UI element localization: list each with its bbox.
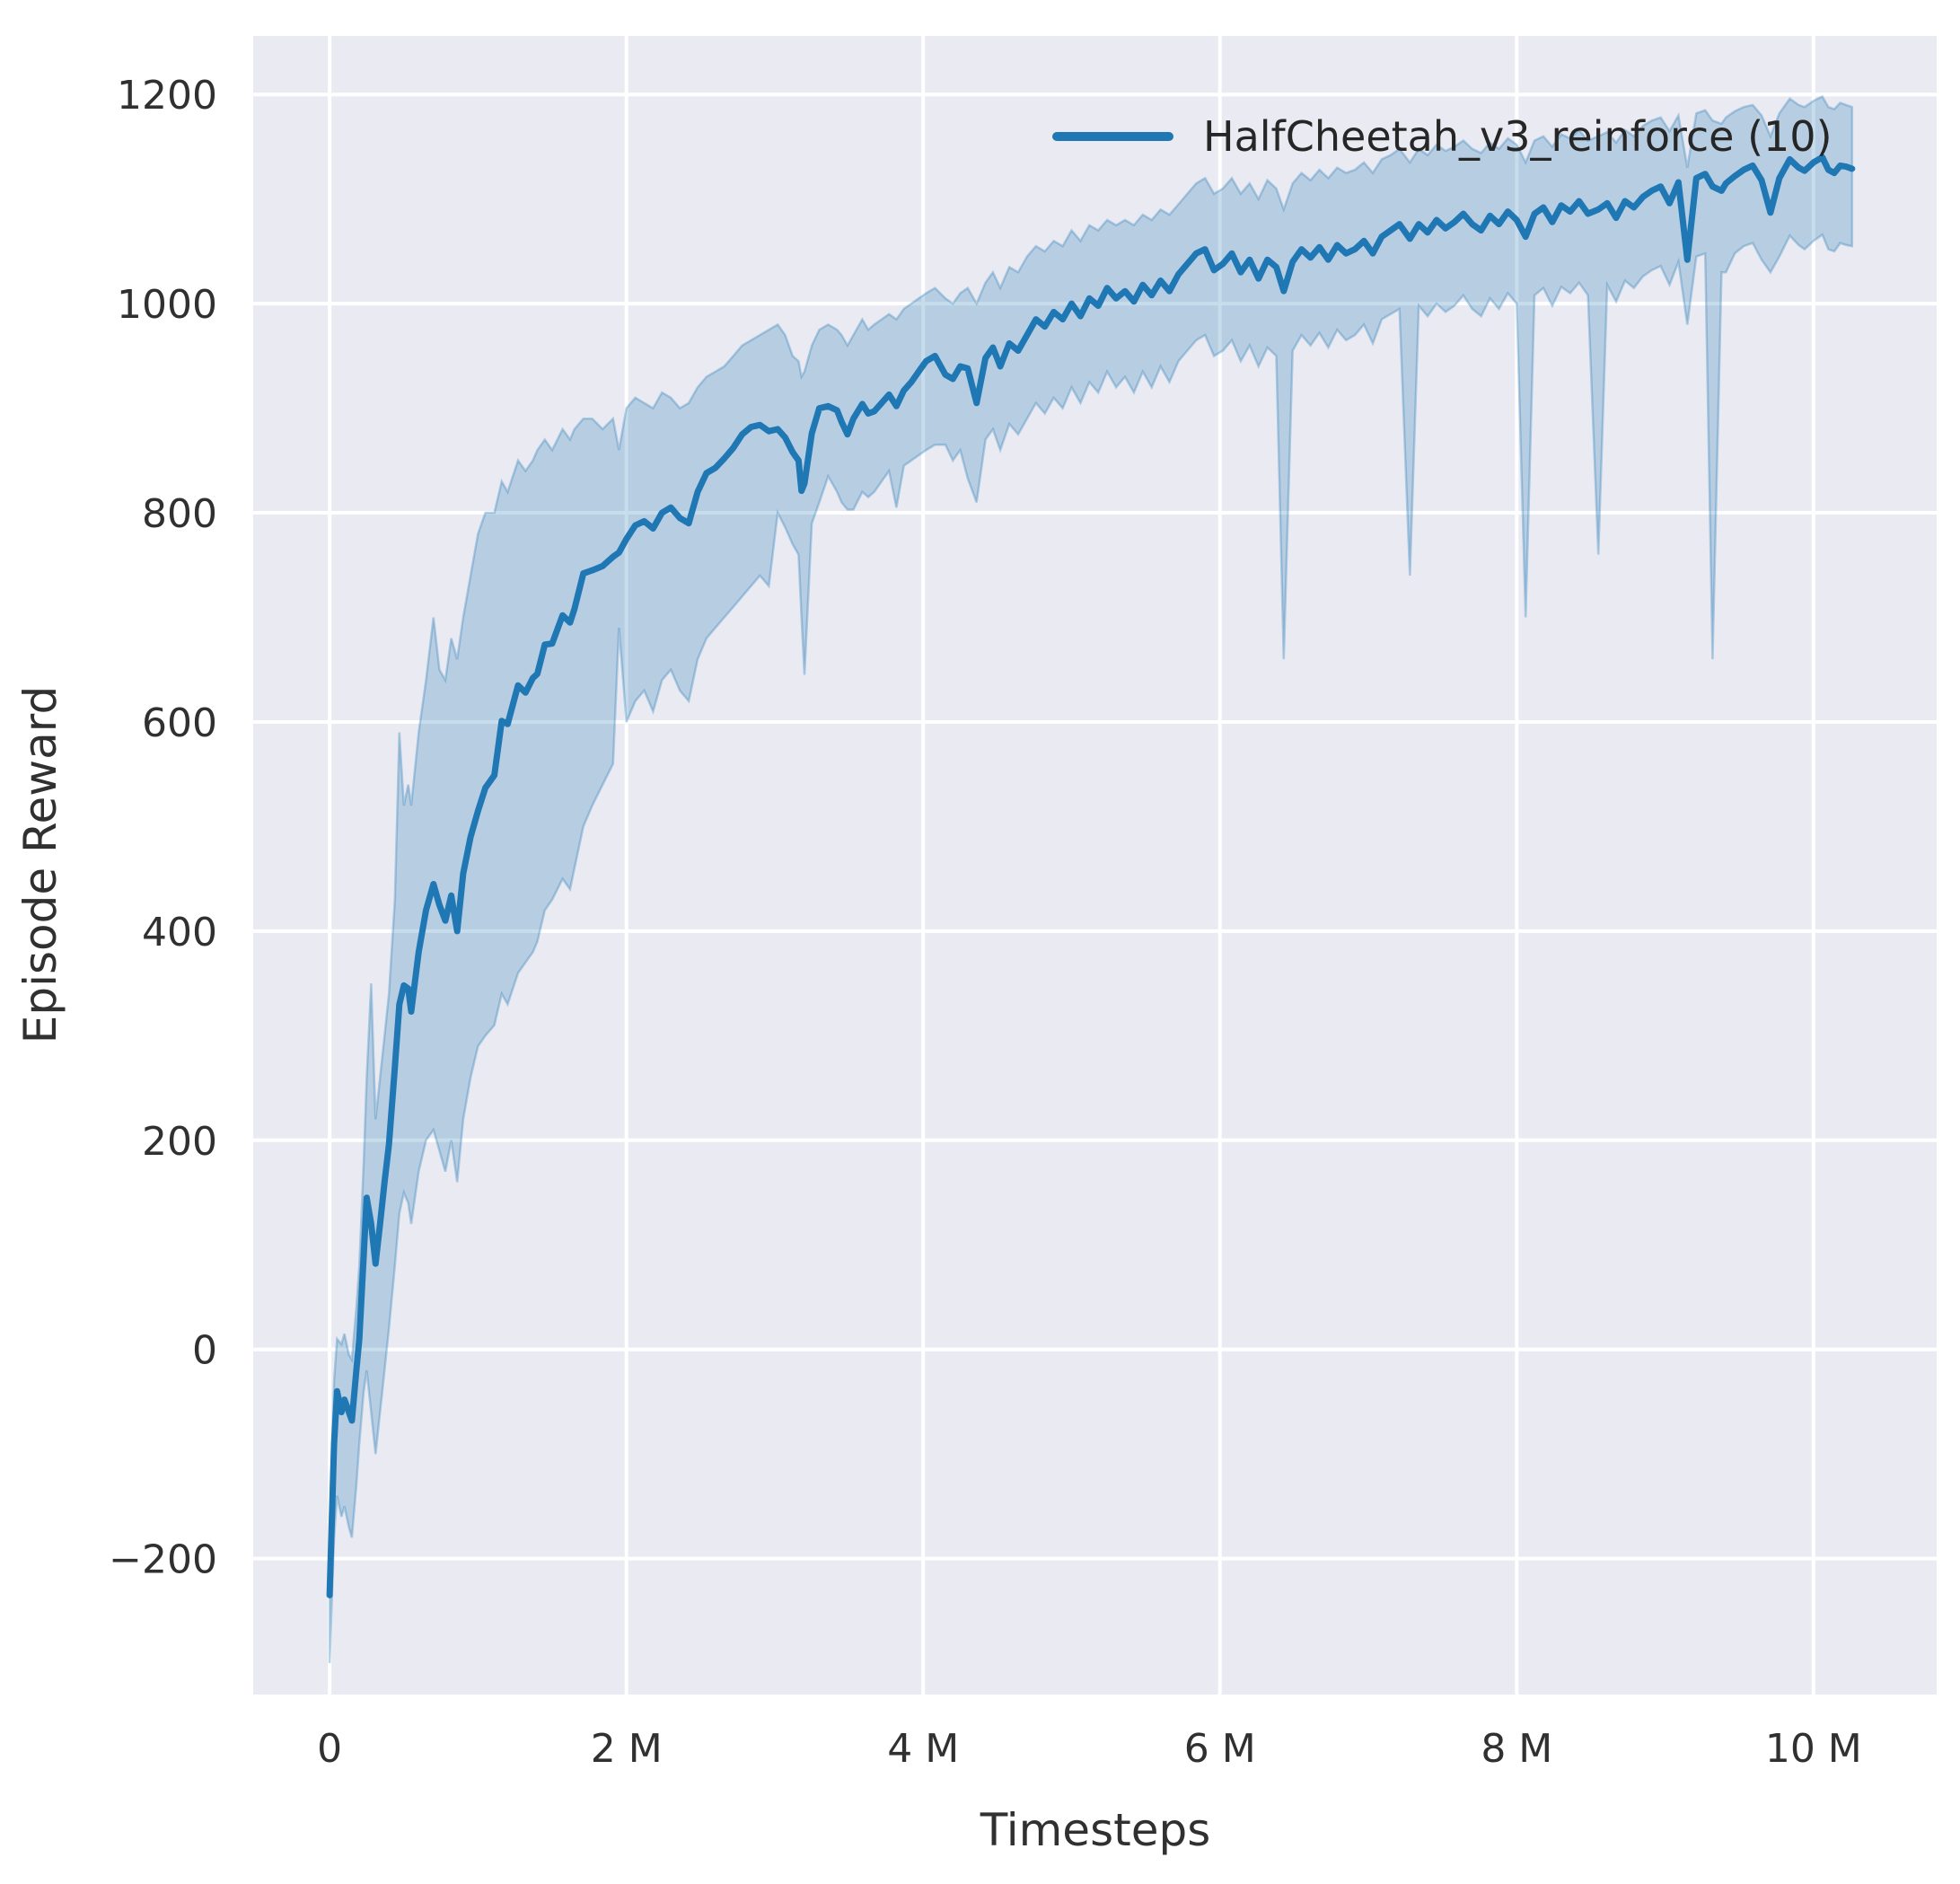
y-tick-label: 800 xyxy=(142,491,217,537)
y-tick-label: 200 xyxy=(142,1119,217,1165)
series-confidence-band xyxy=(328,94,1854,1664)
x-tick-label: 2 M xyxy=(591,1726,663,1772)
y-tick-label: 1000 xyxy=(117,282,217,328)
y-tick-label: −200 xyxy=(109,1537,217,1583)
y-tick-label: 400 xyxy=(142,910,217,955)
legend-label: HalfCheetah_v3_reinforce (10) xyxy=(1203,112,1833,161)
legend: HalfCheetah_v3_reinforce (10) xyxy=(1052,112,1833,161)
x-tick-label: 10 M xyxy=(1765,1726,1862,1772)
plot-background xyxy=(253,36,1937,1695)
y-tick-label: 1200 xyxy=(117,73,217,119)
gridlines-group xyxy=(253,36,1937,1695)
x-axis-label: Timesteps xyxy=(980,1804,1211,1856)
x-tick-label: 0 xyxy=(317,1726,342,1772)
y-tick-label: 600 xyxy=(142,700,217,746)
y-axis-label: Episode Reward xyxy=(14,686,66,1043)
x-tick-label: 8 M xyxy=(1481,1726,1552,1772)
x-axis-ticks: 0 2 M 4 M 6 M 8 M 10 M xyxy=(317,1726,1862,1772)
x-tick-label: 4 M xyxy=(887,1726,959,1772)
y-axis-ticks: −200 0 200 400 600 800 1000 1200 xyxy=(109,73,217,1582)
x-tick-label: 6 M xyxy=(1184,1726,1256,1772)
y-tick-label: 0 xyxy=(192,1328,217,1374)
series-mean-line xyxy=(326,154,1856,1598)
